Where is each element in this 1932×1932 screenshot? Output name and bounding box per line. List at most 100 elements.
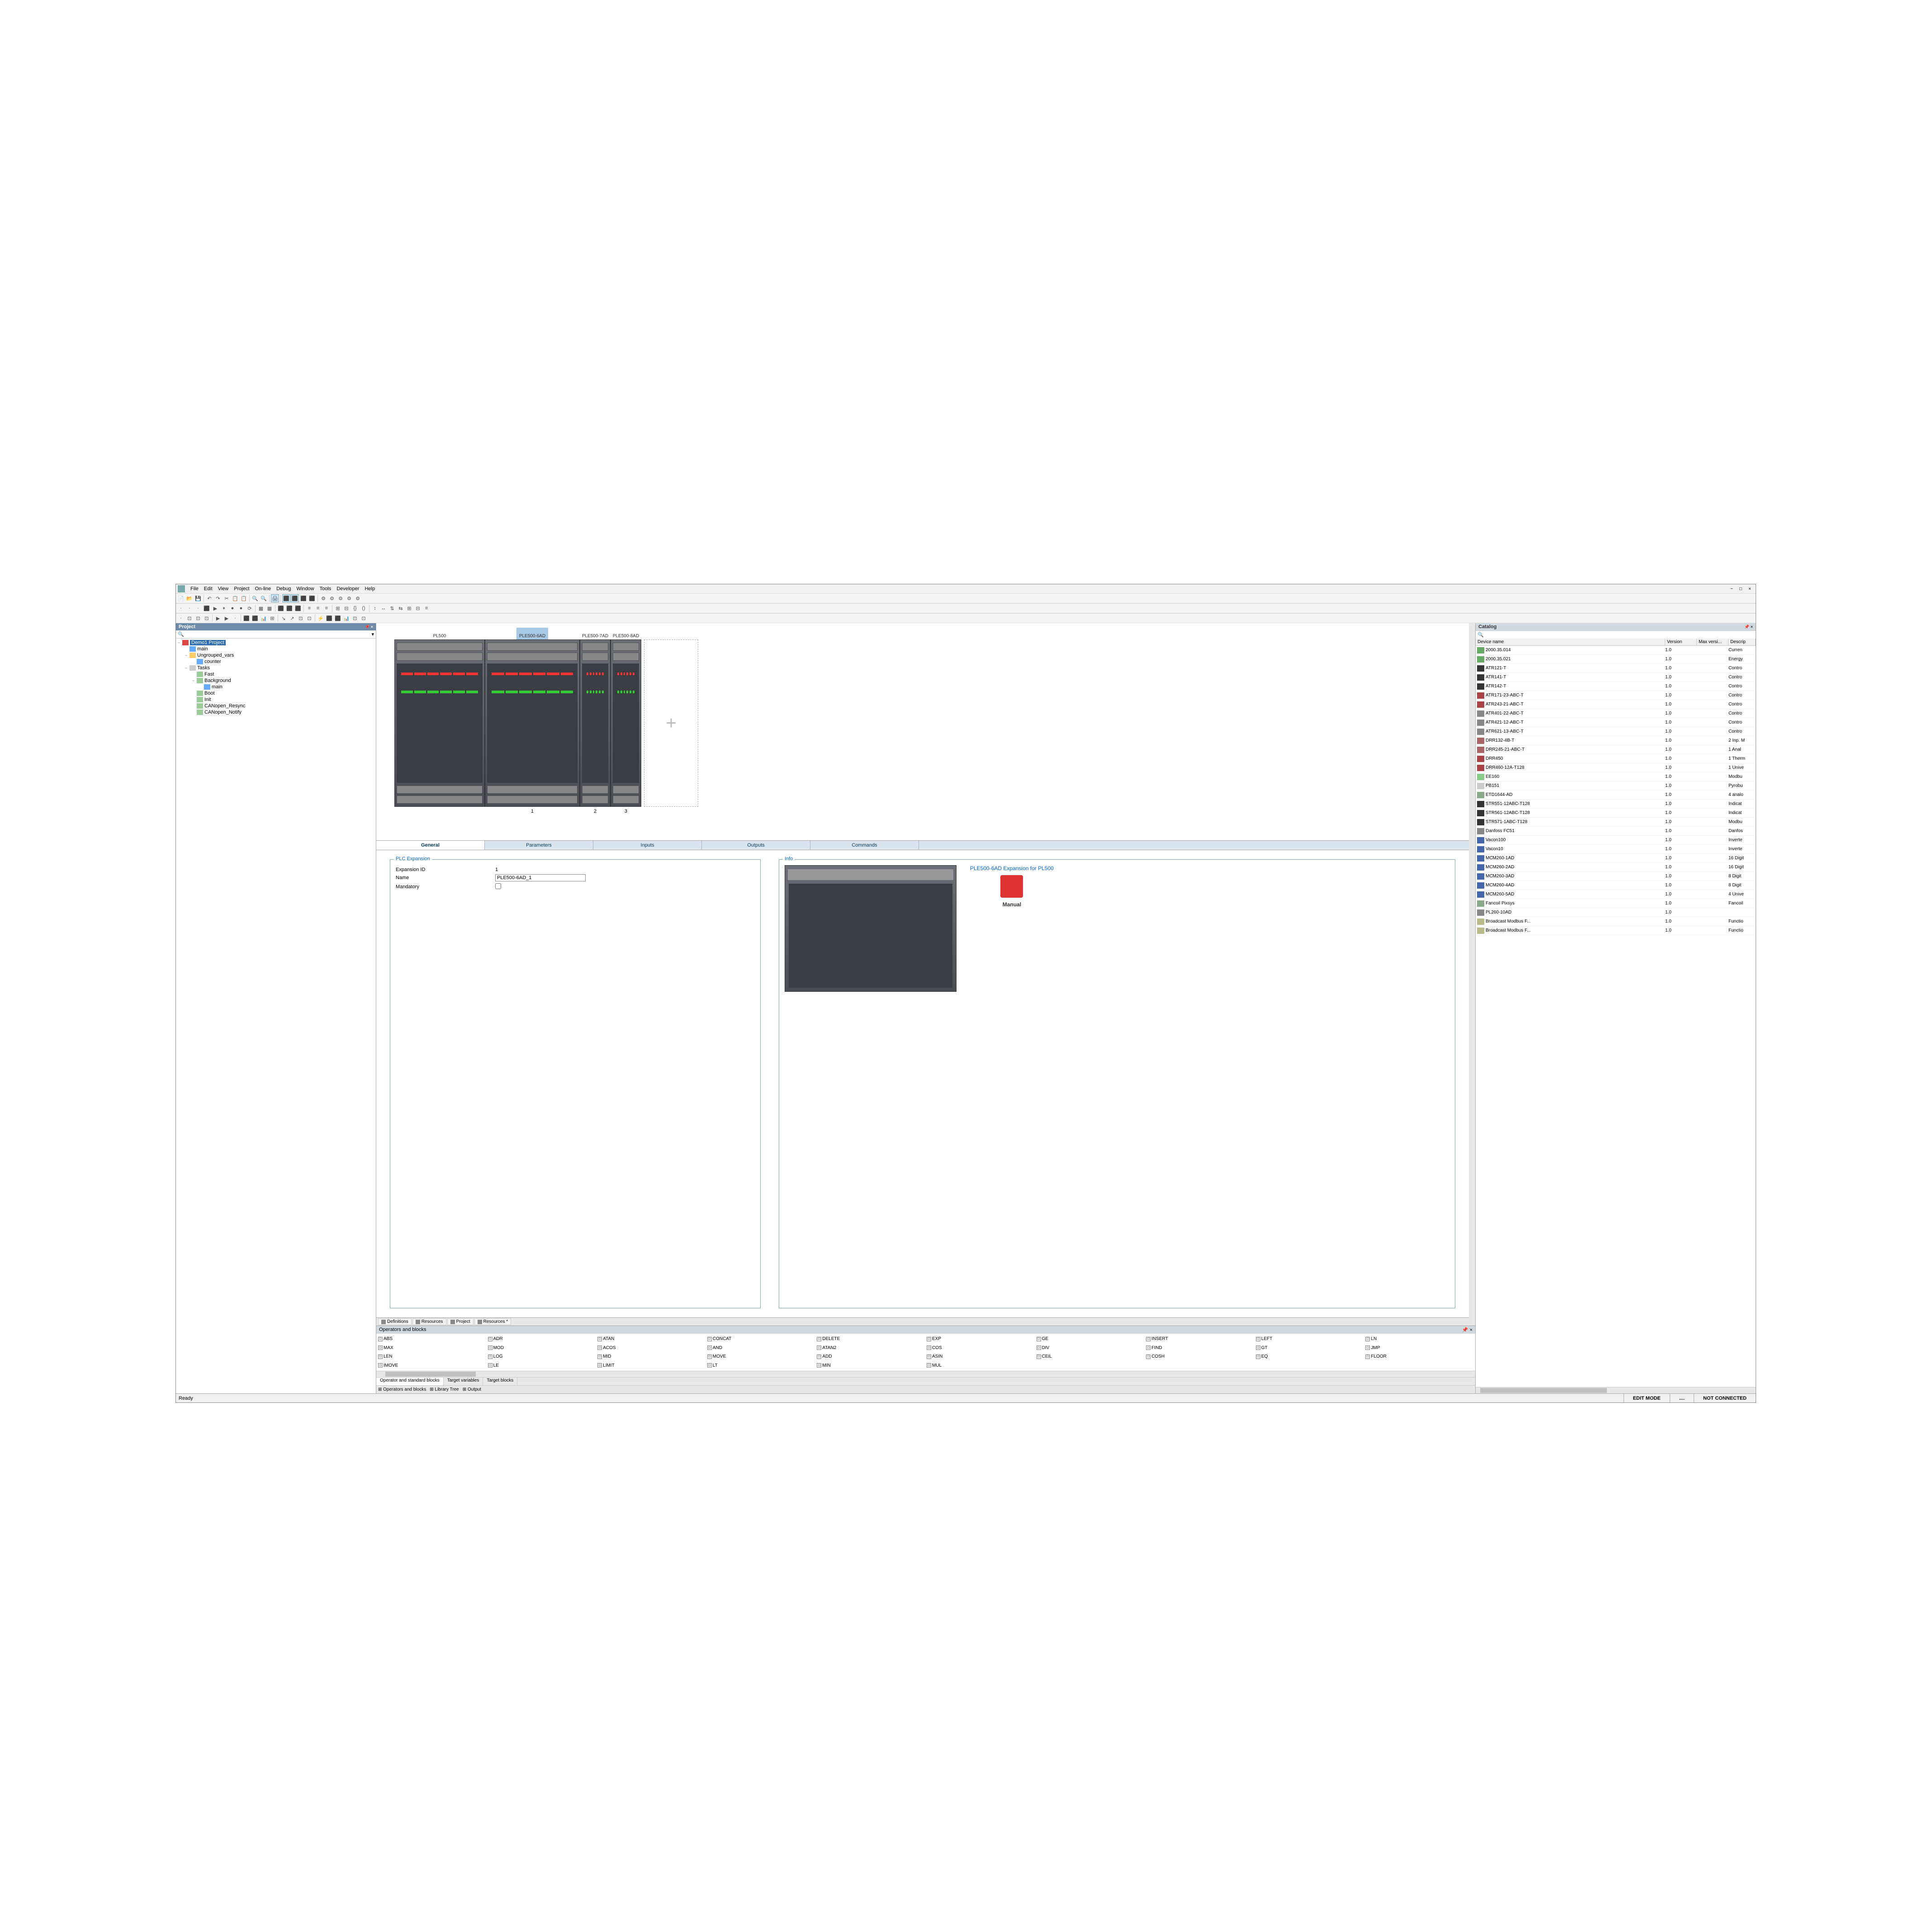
- hscroll[interactable]: [376, 1371, 1475, 1377]
- op-GT[interactable]: □GT: [1255, 1344, 1365, 1353]
- toolbar-button[interactable]: {}: [351, 604, 359, 612]
- toolbar-button[interactable]: ⬛: [308, 594, 316, 602]
- catalog-row[interactable]: MCM260-5AD1.04 Unive: [1476, 890, 1756, 899]
- tree-node[interactable]: −Background: [177, 677, 375, 684]
- catalog-row[interactable]: Vacon101.0Inverte: [1476, 845, 1756, 854]
- toolbar-button[interactable]: ▦: [265, 604, 274, 612]
- catalog-row[interactable]: ATR421-12-ABC-T1.0Contro: [1476, 718, 1756, 727]
- toolbar-button[interactable]: ▶: [214, 614, 222, 622]
- device-PLE500-7AD[interactable]: PLE500-7AD2: [580, 628, 611, 814]
- toolbar-button[interactable]: ⚙: [345, 594, 353, 602]
- toolbar-button[interactable]: ⇆: [397, 604, 405, 612]
- toolbar-button[interactable]: ↘: [279, 614, 288, 622]
- toolbar-button[interactable]: ⊡: [194, 614, 202, 622]
- op-DELETE[interactable]: □DELETE: [816, 1335, 926, 1344]
- catalog-row[interactable]: MCM260-1AD1.016 Digit: [1476, 854, 1756, 863]
- toolbar-button[interactable]: ▦: [257, 604, 265, 612]
- device-PL500[interactable]: PL500: [394, 628, 485, 814]
- lower-tab2[interactable]: ⊞ Library Tree: [430, 1387, 459, 1392]
- op-FIND[interactable]: □FIND: [1145, 1344, 1255, 1353]
- lower-tab[interactable]: Target blocks: [483, 1378, 517, 1385]
- tree-node[interactable]: CANopen_Notify: [177, 709, 375, 715]
- toolbar-button[interactable]: ⊡: [351, 614, 359, 622]
- toolbar-button[interactable]: ⬛: [203, 604, 211, 612]
- toolbar-button[interactable]: ⊡: [185, 614, 194, 622]
- catalog-list[interactable]: 2000.35.0141.0Curren2000.35.0211.0Energy…: [1476, 646, 1756, 1387]
- catalog-row[interactable]: Broadcast Modbus F...1.0Functio: [1476, 917, 1756, 926]
- toolbar-button[interactable]: ⚡: [317, 614, 325, 622]
- toolbar-button[interactable]: ↶: [205, 594, 213, 602]
- vscrollbar[interactable]: [1469, 623, 1475, 1326]
- lower-tab2[interactable]: ⊞ Output: [463, 1387, 481, 1392]
- catalog-row[interactable]: MCM260-4AD1.08 Digit: [1476, 881, 1756, 890]
- bottom-tab[interactable]: Project: [447, 1318, 474, 1325]
- bottom-tab[interactable]: Definitions: [378, 1318, 412, 1325]
- op-MOD[interactable]: □MOD: [487, 1344, 597, 1353]
- menu-on-line[interactable]: On-line: [252, 585, 274, 592]
- op-AND[interactable]: □AND: [706, 1344, 816, 1353]
- tab-parameters[interactable]: Parameters: [485, 841, 593, 850]
- toolbar-button[interactable]: ⬛: [291, 594, 299, 602]
- catalog-row[interactable]: ETD1644-AD1.04 analo: [1476, 791, 1756, 800]
- op-MIN[interactable]: □MIN: [816, 1361, 926, 1370]
- catalog-row[interactable]: Fancoil Pixsys1.0Fancoil: [1476, 899, 1756, 908]
- toolbar-button[interactable]: ⚙: [319, 594, 327, 602]
- toolbar-button[interactable]: ⟳: [246, 604, 254, 612]
- op-COSH[interactable]: □COSH: [1145, 1352, 1255, 1361]
- tree-node[interactable]: Fast: [177, 671, 375, 677]
- tab-outputs[interactable]: Outputs: [702, 841, 810, 850]
- toolbar-button[interactable]: 🔍: [260, 594, 268, 602]
- op-CEIL[interactable]: □CEIL: [1036, 1352, 1146, 1361]
- filter-icon[interactable]: ▾: [371, 631, 374, 637]
- op-ABS[interactable]: □ABS: [377, 1335, 487, 1344]
- op-IMOVE[interactable]: □IMOVE: [377, 1361, 487, 1370]
- toolbar-button[interactable]: ·: [177, 614, 185, 622]
- op-LT[interactable]: □LT: [706, 1361, 816, 1370]
- op-ADR[interactable]: □ADR: [487, 1335, 597, 1344]
- op-EQ[interactable]: □EQ: [1255, 1352, 1365, 1361]
- maximize-button[interactable]: □: [1737, 586, 1745, 592]
- tab-general[interactable]: General: [376, 841, 485, 850]
- op-GE[interactable]: □GE: [1036, 1335, 1146, 1344]
- op-ATAN2[interactable]: □ATAN2: [816, 1344, 926, 1353]
- menu-edit[interactable]: Edit: [201, 585, 215, 592]
- catalog-row[interactable]: EE1601.0Modbu: [1476, 772, 1756, 781]
- toolbar-button[interactable]: ✂: [223, 594, 231, 602]
- op-LIMIT[interactable]: □LIMIT: [597, 1361, 706, 1370]
- toolbar-button[interactable]: ↔: [379, 604, 388, 612]
- op-LEFT[interactable]: □LEFT: [1255, 1335, 1365, 1344]
- catalog-row[interactable]: ATR141-T1.0Contro: [1476, 673, 1756, 682]
- tree-node[interactable]: −Ungrouped_vars: [177, 652, 375, 658]
- toolbar-button[interactable]: ≡: [422, 604, 431, 612]
- catalog-row[interactable]: ATR243-21-ABC-T1.0Contro: [1476, 700, 1756, 709]
- catalog-row[interactable]: ATR401-22-ABC-T1.0Contro: [1476, 709, 1756, 718]
- catalog-row[interactable]: Vacon1001.0Inverte: [1476, 836, 1756, 845]
- op-ACOS[interactable]: □ACOS: [597, 1344, 706, 1353]
- toolbar-button[interactable]: ⚙: [354, 594, 362, 602]
- catalog-row[interactable]: MCM260-2AD1.016 Digit: [1476, 863, 1756, 872]
- op-DIV[interactable]: □DIV: [1036, 1344, 1146, 1353]
- tree-node[interactable]: Init: [177, 696, 375, 703]
- col-device-name[interactable]: Device name: [1476, 639, 1665, 645]
- catalog-row[interactable]: DRR460-12A-T1281.01 Unive: [1476, 763, 1756, 772]
- toolbar-button[interactable]: 📂: [185, 594, 194, 602]
- toolbar-button[interactable]: ↗: [288, 614, 296, 622]
- toolbar-button[interactable]: 🖨: [271, 594, 279, 602]
- toolbar-button[interactable]: 📋: [231, 594, 239, 602]
- menu-debug[interactable]: Debug: [274, 585, 294, 592]
- catalog-row[interactable]: DRR4501.01 Therm: [1476, 754, 1756, 763]
- toolbar-button[interactable]: ·: [177, 604, 185, 612]
- toolbar-button[interactable]: (): [360, 604, 368, 612]
- op-MOVE[interactable]: □MOVE: [706, 1352, 816, 1361]
- toolbar-button[interactable]: 🔍: [251, 594, 259, 602]
- toolbar-button[interactable]: ⊡: [203, 614, 211, 622]
- project-tree[interactable]: −Demo1 Projectmain−Ungrouped_varscounter…: [176, 639, 376, 1393]
- toolbar-button[interactable]: ⬛: [285, 604, 294, 612]
- catalog-row[interactable]: DRR245-21-ABC-T1.01 Anal: [1476, 745, 1756, 754]
- tree-node[interactable]: CANopen_Resync: [177, 703, 375, 709]
- op-JMP[interactable]: □JMP: [1364, 1344, 1474, 1353]
- minimize-button[interactable]: −: [1728, 586, 1736, 592]
- toolbar-button[interactable]: 📄: [177, 594, 185, 602]
- catalog-row[interactable]: STR561-12ABC-T1281.0Indicat: [1476, 809, 1756, 818]
- col-maxversion[interactable]: Max versi...: [1697, 639, 1728, 645]
